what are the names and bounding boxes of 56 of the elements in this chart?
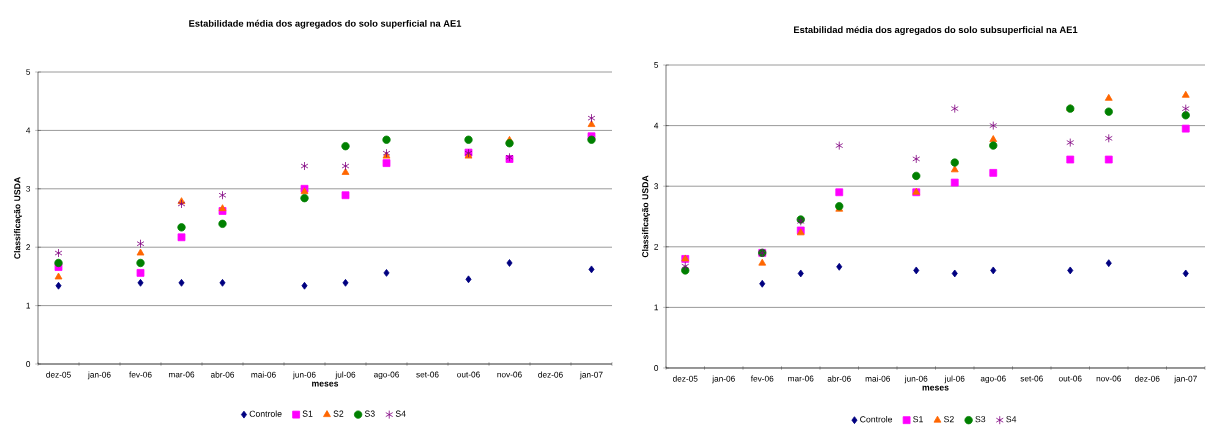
- x-tick-label: jan-07: [579, 371, 603, 380]
- y-tick-label: 5: [654, 62, 659, 68]
- x-tick-label: abr-06: [210, 371, 235, 378]
- x-axis-title: meses: [922, 385, 949, 391]
- y-tick-label: 3: [654, 183, 659, 190]
- x-tick-label: set-06: [1020, 375, 1043, 382]
- x-tick-label: mai-06: [251, 371, 276, 378]
- y-tick-label: 4: [26, 127, 31, 134]
- x-tick-label: fev-06: [750, 375, 774, 382]
- y-tick-label: 2: [26, 244, 31, 251]
- x-tick-label: dez-05: [46, 371, 71, 378]
- x-tick-label: out-06: [1058, 375, 1082, 382]
- x-tick-label: jan-06: [87, 371, 111, 380]
- x-axis-title: meses: [312, 381, 339, 387]
- legend-label: S3: [364, 410, 375, 417]
- y-tick-label: 1: [654, 304, 659, 311]
- chart-title: Estabilidad média dos agregados do solo subsuperficial na AE1: [794, 26, 1078, 35]
- x-tick-label: jan-06: [712, 375, 735, 384]
- legend-label: S1: [913, 416, 923, 423]
- legend-label: Controle: [860, 416, 893, 423]
- x-tick-label: jun-06: [292, 371, 316, 380]
- y-tick-label: 4: [654, 122, 659, 129]
- x-tick-label: ago-06: [373, 371, 399, 380]
- x-tick-label: dez-06: [1134, 375, 1160, 382]
- x-tick-label: abr-06: [827, 375, 851, 382]
- x-tick-label: jun-06: [904, 375, 928, 384]
- x-tick-label: out-06: [457, 371, 480, 378]
- x-tick-label: dez-06: [538, 371, 563, 378]
- x-tick-label: jan-07: [1174, 375, 1197, 384]
- x-tick-label: nov-06: [1096, 375, 1122, 382]
- y-tick-label: 2: [654, 243, 659, 250]
- y-tick-label: 5: [26, 69, 31, 75]
- x-tick-label: mar-06: [168, 371, 195, 378]
- x-tick-label: ago-06: [980, 375, 1006, 384]
- legend-label: S2: [944, 416, 954, 423]
- x-tick-label: jul-06: [944, 375, 965, 384]
- x-tick-label: set-06: [416, 371, 439, 378]
- y-tick-label: 3: [26, 185, 31, 192]
- chart-title: Estabilidade média dos agregados do solo superficial na AE1: [189, 19, 462, 29]
- y-tick-label: 0: [26, 361, 31, 367]
- legend-label: S1: [302, 410, 313, 417]
- x-tick-label: fev-06: [129, 371, 152, 378]
- x-tick-label: mai-06: [865, 375, 891, 382]
- legend-label: S2: [333, 410, 344, 417]
- x-tick-label: mar-06: [788, 375, 814, 382]
- legend-label: S4: [395, 410, 406, 417]
- y-tick-label: 1: [26, 302, 31, 309]
- legend-label: Controle: [249, 410, 282, 417]
- legend-label: S4: [1006, 416, 1017, 423]
- x-tick-label: dez-05: [672, 375, 698, 382]
- legend-label: S3: [975, 416, 986, 423]
- y-axis-title: Classificação USDA: [13, 177, 23, 259]
- y-axis-title: Classificação USDA: [641, 175, 651, 258]
- y-tick-label: 0: [654, 365, 659, 371]
- x-tick-label: jul-06: [335, 371, 356, 380]
- x-tick-label: nov-06: [497, 371, 522, 378]
